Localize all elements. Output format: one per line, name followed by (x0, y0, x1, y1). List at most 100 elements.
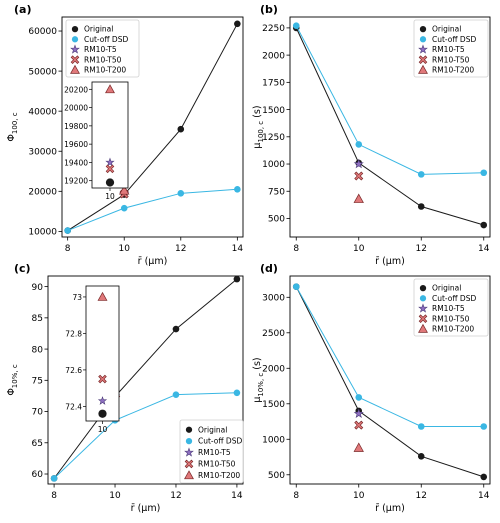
y-tick-label: 1250 (262, 133, 285, 143)
inset-y-tick-label: 19600 (64, 140, 88, 149)
panel-c: (c) 8 10 12 14 60 65 70 75 80 85 90 r̄ (μm) Φ10%, c 72… (6, 262, 244, 514)
y-axis-label: Φ100, c (6, 112, 19, 141)
point-cutoff (292, 283, 300, 290)
legend-label-cutoff: Cut-off DSD (432, 35, 476, 44)
x-tick-label: 10 (353, 244, 365, 254)
legend-marker-t200 (418, 64, 428, 74)
legend-marker-t5 (418, 44, 428, 54)
panel-label: (a) (14, 3, 31, 16)
y-tick-label: 2250 (262, 24, 285, 34)
x-tick-label: 10 (353, 491, 365, 501)
x-tick-label: 12 (175, 244, 186, 254)
inset-point-t50 (98, 374, 107, 384)
legend-label-original: Original (432, 284, 461, 293)
legend-frame (413, 19, 489, 78)
legend-marker-original (71, 25, 79, 33)
y-tick-label: 85 (32, 314, 43, 324)
legend-label-t5: RM10-T5 (432, 304, 465, 313)
y-tick-label: 2500 (262, 329, 285, 339)
y-tick-label: 50000 (28, 67, 57, 77)
legend-marker-cutoff (71, 36, 79, 43)
legend-marker-t5 (184, 447, 194, 457)
y-tick-label: 750 (268, 187, 285, 197)
x-tick-label: 12 (416, 491, 427, 501)
x-tick-label: 14 (232, 244, 244, 254)
legend-label-t200: RM10-T200 (198, 471, 240, 480)
x-tick-label: 12 (416, 244, 427, 254)
y-tick-label: 3000 (262, 293, 285, 303)
y-tick-label: 1500 (262, 400, 285, 410)
point-original (233, 275, 241, 283)
y-axis-label: μ10%, c (s) (252, 357, 265, 402)
y-tick-label: 30000 (28, 147, 57, 157)
x-axis-label: r̄ (μm) (138, 256, 168, 267)
y-tick-label: 65 (32, 439, 43, 449)
point-cutoff (177, 190, 185, 197)
legend-label-original: Original (432, 25, 461, 34)
x-tick-label: 10 (109, 491, 121, 501)
legend-label-t5: RM10-T5 (432, 45, 465, 54)
inset-y-tick-label: 72.6 (65, 366, 82, 375)
point-original (480, 221, 488, 229)
y-tick-label: 1500 (262, 106, 285, 116)
legend-marker-t200 (70, 64, 80, 74)
legend-frame (413, 278, 489, 337)
legend-marker-original (419, 284, 427, 292)
inset-y-tick-label: 19200 (64, 177, 88, 186)
panel-b: (b) 8 10 12 14 500 750 1000 1250 1500 1750 2000 2250… (252, 3, 491, 267)
panel-label: (c) (14, 262, 31, 275)
x-tick-label: 14 (231, 491, 243, 501)
y-tick-label: 1000 (262, 435, 285, 445)
legend-label-cutoff: Cut-off DSD (84, 35, 128, 44)
point-cutoff (480, 169, 488, 177)
point-cutoff (417, 171, 425, 178)
legend-label-original: Original (84, 25, 113, 34)
inset-frame (91, 81, 129, 189)
y-tick-label: 60 (32, 470, 44, 480)
legend-marker-t50 (418, 55, 428, 64)
inset-x-tick-label: 10 (98, 425, 108, 434)
panel-label: (d) (260, 262, 278, 275)
inset-point-t5 (105, 157, 115, 167)
inset: 19200 19400 19600 19800 20000 20200 10 (64, 81, 129, 201)
y-tick-label: 2000 (262, 51, 285, 61)
point-cutoff (480, 423, 488, 430)
series-line-original (53, 278, 238, 479)
x-tick-label: 8 (293, 244, 299, 254)
x-tick-label: 14 (478, 244, 490, 254)
series-line-cutoff (67, 188, 238, 232)
legend-marker-original (419, 25, 427, 33)
y-tick-label: 10000 (28, 228, 57, 238)
x-axis-label: r̄ (μm) (375, 503, 405, 514)
legend-marker-t5 (418, 303, 428, 313)
y-tick-label: 500 (268, 215, 285, 225)
legend-marker-t5 (70, 44, 80, 54)
inset-x-tick-label: 10 (105, 192, 115, 201)
panel-a: (a) 8 10 12 14 10000 20000 30000 40000 50000 60000… (6, 3, 244, 267)
panel-label: (b) (260, 3, 278, 16)
point-original (417, 453, 425, 460)
legend-marker-cutoff (419, 295, 427, 302)
legend-label-t200: RM10-T200 (432, 325, 474, 334)
inset-y-tick-label: 72.8 (65, 329, 82, 338)
panel-d: (d) 8 10 12 14 500 1000 1500 2000 2500 3000 r̄ (μm)… (252, 262, 491, 514)
inset-y-tick-label: 73 (72, 293, 82, 302)
point-t200 (353, 442, 364, 452)
inset: 72.4 72.6 72.8 73 10 (65, 285, 120, 434)
legend-frame (65, 19, 140, 78)
legend-label-t50: RM10-T50 (432, 314, 470, 323)
point-t200 (119, 185, 130, 195)
legend-label-t50: RM10-T50 (198, 460, 236, 469)
point-cutoff (355, 141, 363, 148)
point-original (417, 203, 425, 210)
point-cutoff (120, 204, 128, 212)
point-cutoff (50, 475, 58, 482)
y-tick-label: 60000 (28, 27, 57, 37)
legend-marker-t50 (70, 55, 80, 64)
point-original (480, 473, 488, 481)
x-tick-label: 12 (170, 491, 181, 501)
x-tick-label: 10 (118, 244, 130, 254)
series-line-cutoff (295, 286, 484, 427)
y-tick-label: 1750 (262, 79, 285, 89)
